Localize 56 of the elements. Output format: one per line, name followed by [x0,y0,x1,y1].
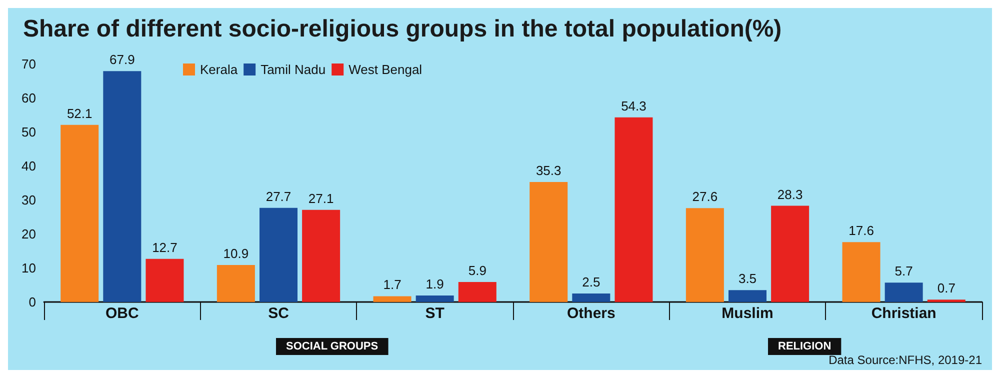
text: RELIGION [778,340,832,352]
bar [373,296,412,302]
data-label: 27.1 [308,190,334,206]
y-tick-label: 70 [22,56,36,72]
data-label: 0.7 [937,280,956,296]
data-label: 52.1 [66,106,92,121]
data-label: 35.3 [536,162,562,178]
text: SOCIAL GROUPS [286,340,378,352]
data-label: 5.9 [468,262,486,278]
x-tick-label: Christian [871,305,936,322]
bar [458,282,496,302]
bar [60,124,99,302]
bar [686,208,724,302]
data-label: 1.7 [383,277,402,292]
bar [530,182,568,302]
bar [614,117,653,302]
y-tick-label: 60 [22,90,36,106]
chart-title: Share of different socio-religious groups in the total population(%) [23,16,782,42]
data-label: 10.9 [223,246,249,261]
bar [842,242,880,302]
bar [216,264,255,302]
x-tick-label: SC [268,305,290,322]
legend-label: Tamil Nadu [260,62,326,77]
data-label: 12.7 [152,240,178,255]
data-label: 28.3 [777,186,803,202]
bar [302,210,340,302]
bar [103,71,142,302]
data-label: 1.9 [426,276,444,292]
legend-label: Kerala [200,62,238,77]
x-tick-label: Muslim [722,305,774,322]
bar [146,258,184,302]
y-tick-label: 30 [22,192,36,208]
y-tick-label: 40 [22,158,36,174]
data-label: 5.7 [894,264,913,279]
y-tick-label: 10 [22,260,36,276]
x-tick-label: OBC [105,305,139,322]
data-label: 54.3 [621,98,646,114]
x-tick-label: ST [425,305,444,322]
data-label: 17.6 [848,223,874,238]
data-label: 67.9 [110,52,135,68]
bar [572,294,610,302]
bar [884,282,923,302]
data-label: 3.5 [738,271,757,286]
bar [771,206,810,302]
bar [728,290,766,302]
y-tick-label: 0 [28,294,36,310]
data-label: 27.6 [692,189,718,204]
y-tick-label: 20 [22,226,36,242]
legend-label: West Bengal [348,62,422,77]
data-label: 27.7 [266,188,292,204]
y-tick-label: 50 [22,124,36,140]
bar [260,208,298,302]
bar [416,296,454,302]
data-label: 2.5 [582,274,600,290]
x-tick-label: Others [566,305,616,322]
source-note: Data Source:NFHS, 2019-21 [828,353,982,367]
